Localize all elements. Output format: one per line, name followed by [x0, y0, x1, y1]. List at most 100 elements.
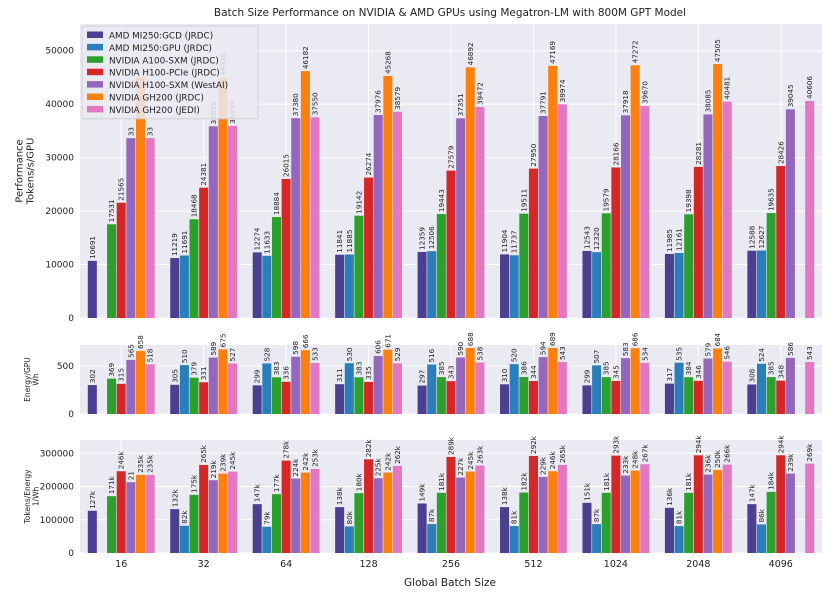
bar	[310, 362, 320, 414]
bar	[528, 455, 538, 553]
bar-data-label: 219k	[209, 459, 218, 478]
bar-data-label: 543	[805, 346, 814, 360]
bar	[427, 364, 437, 414]
bar-data-label: 345	[611, 365, 620, 379]
bar	[179, 255, 189, 318]
legend-swatch	[87, 56, 103, 63]
bar	[373, 115, 383, 319]
y-tick-label: 50000	[45, 47, 74, 57]
bar-data-label: 28426	[776, 141, 785, 164]
bar-data-label: 242k	[383, 452, 392, 471]
bar	[300, 472, 310, 553]
bar-data-label: 546	[723, 346, 732, 360]
bar	[693, 455, 703, 553]
bar-data-label: 37791	[539, 91, 548, 114]
x-tick-label: 1024	[604, 559, 628, 570]
bar-data-label: 11737	[510, 230, 519, 253]
bar-data-label: 33	[126, 127, 135, 136]
bar	[528, 381, 538, 414]
x-tick-label: 2048	[686, 559, 710, 570]
bar-data-label: 177k	[272, 473, 281, 492]
y-tick-label: 0	[68, 410, 74, 420]
bar	[747, 250, 757, 318]
bar	[601, 492, 611, 553]
bar	[199, 187, 209, 318]
bar	[199, 382, 209, 414]
x-axis-label: Global Batch Size	[404, 577, 496, 589]
bar-data-label: 269k	[805, 443, 814, 462]
bar-data-label: 38085	[703, 90, 712, 113]
bar	[713, 64, 723, 318]
bar-data-label: 28281	[694, 142, 703, 165]
bar	[519, 377, 529, 414]
bar	[271, 377, 281, 414]
bar	[252, 504, 262, 553]
bar	[218, 473, 228, 553]
bar-data-label: 292k	[529, 435, 538, 454]
legend-entry: AMD MI250:GCD (JRDC)	[109, 32, 213, 42]
bar	[640, 105, 650, 318]
bar	[538, 115, 548, 318]
bar-data-label: 11633	[262, 231, 271, 254]
bar	[592, 252, 602, 318]
bar	[664, 507, 674, 553]
bar	[364, 177, 374, 318]
bar-data-label: 147k	[747, 483, 756, 502]
bar-data-label: 239k	[218, 453, 227, 472]
bar	[557, 361, 567, 414]
bar-data-label: 12627	[757, 226, 766, 249]
bar	[640, 362, 650, 414]
bar-data-label: 293k	[611, 435, 620, 454]
bar	[703, 474, 713, 553]
bar	[344, 526, 354, 553]
bar-data-label: 229k	[539, 456, 548, 475]
y-tick-label: 40000	[45, 100, 74, 110]
bar-data-label: 45268	[383, 51, 392, 74]
bar	[335, 507, 345, 553]
bar-data-label: 598	[291, 341, 300, 355]
bar	[747, 504, 757, 553]
bar-data-label: 246k	[117, 451, 126, 470]
bar	[291, 478, 301, 553]
y-tick-label: 500	[57, 362, 74, 372]
bar-data-label: 310	[500, 368, 509, 382]
bar	[291, 118, 301, 318]
bar	[630, 470, 640, 553]
bar	[344, 363, 354, 414]
bar-data-label: 671	[383, 334, 392, 348]
bar-data-label: 12161	[675, 228, 684, 251]
bar-data-label: 47505	[713, 39, 722, 62]
bar	[693, 380, 703, 414]
bar	[509, 526, 519, 553]
bar-data-label: 606	[374, 340, 383, 354]
bar-data-label: 47272	[631, 40, 640, 63]
bar	[364, 381, 374, 414]
bar-data-label: 180k	[354, 472, 363, 491]
bar	[436, 377, 446, 414]
x-tick-label: 128	[359, 559, 377, 570]
bar-data-label: 510	[180, 349, 189, 363]
bar	[354, 215, 364, 318]
bar-data-label: 138k	[500, 486, 509, 505]
bar	[722, 101, 732, 318]
bar	[373, 355, 383, 414]
bar-data-label: 11691	[180, 231, 189, 254]
bar-data-label: 236k	[703, 454, 712, 473]
bar	[417, 503, 427, 553]
bar	[465, 67, 475, 318]
bar-data-label: 147k	[253, 483, 262, 502]
bar-data-label: 39472	[475, 82, 484, 105]
y-tick-label: 0	[68, 549, 74, 559]
bar	[87, 260, 97, 318]
bar	[674, 252, 684, 318]
bar	[456, 118, 466, 319]
bar-data-label: 294k	[776, 435, 785, 454]
bar-data-label: 530	[345, 347, 354, 361]
bar	[548, 65, 558, 318]
bar	[713, 469, 723, 553]
bar-data-label: 87k	[427, 508, 436, 522]
bar	[611, 167, 621, 318]
bar-data-label: 658	[136, 335, 145, 349]
